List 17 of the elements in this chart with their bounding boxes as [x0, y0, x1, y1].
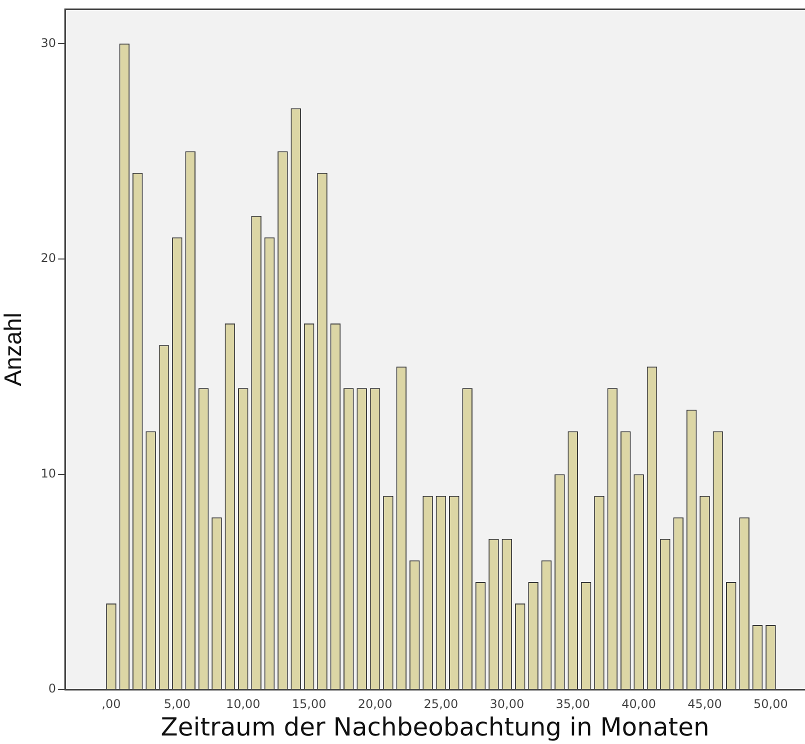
y-axis-title: Anzahl [0, 312, 28, 386]
y-tick-label: 20 [40, 251, 56, 266]
x-tick-label: ,00 [102, 696, 121, 711]
x-axis-title: Zeitraum der Nachbeobachtung in Monaten [160, 712, 710, 742]
x-tick-label: 5,00 [164, 696, 191, 711]
y-tick-label: 30 [40, 36, 56, 50]
y-tick-label: 10 [40, 466, 56, 480]
x-tick-label: 45,00 [688, 696, 722, 711]
x-tick-label: 20,00 [358, 696, 392, 711]
x-tick-label: 10,00 [226, 696, 260, 711]
x-tick-label: 25,00 [424, 696, 458, 711]
x-tick-label: 40,00 [622, 696, 656, 711]
x-tick-label: 35,00 [556, 696, 590, 711]
y-tick-label: 0 [48, 682, 56, 696]
x-tick-label: 15,00 [292, 696, 326, 711]
x-tick-label: 30,00 [490, 696, 524, 711]
x-tick-label: 50,00 [754, 696, 788, 711]
